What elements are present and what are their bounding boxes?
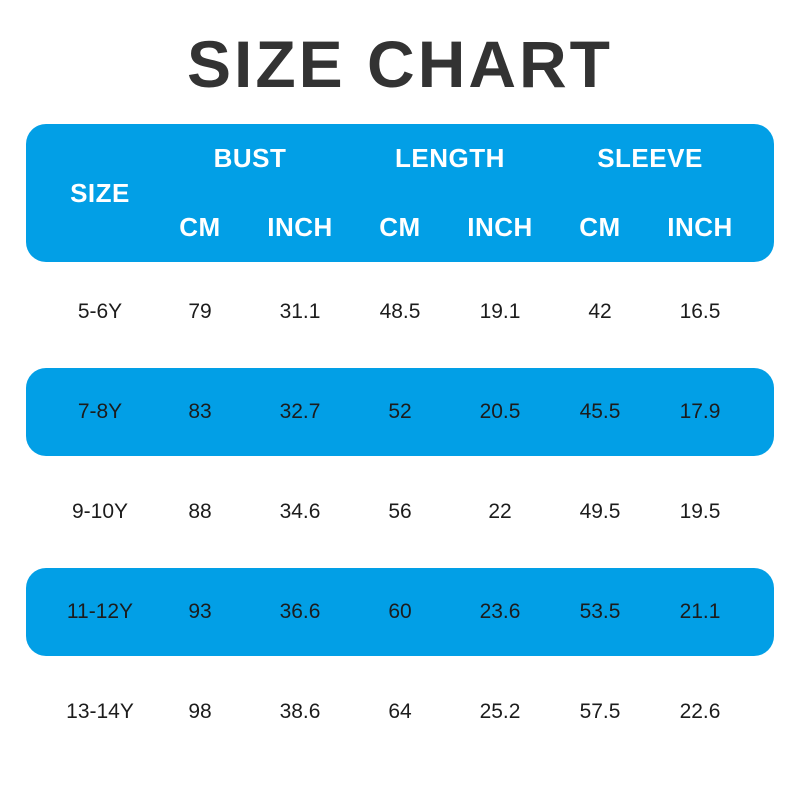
row-bust-inch: 32.7 — [279, 400, 321, 423]
row-size-label: 9-10Y — [71, 500, 129, 523]
header-unit-sleeve-cm: CM — [579, 212, 621, 242]
row-length-cm: 52 — [388, 400, 412, 423]
row-bust-cm: 88 — [188, 500, 212, 523]
header-group-length: LENGTH — [395, 143, 505, 173]
row-size-label: 11-12Y — [66, 600, 134, 623]
row-bust-inch: 38.6 — [279, 700, 321, 723]
page-title: SIZE CHART — [187, 27, 613, 101]
row-length-inch: 22 — [488, 500, 512, 523]
size-chart-table: SIZE BUST LENGTH SLEEVE CM INCH CM INCH … — [26, 124, 774, 762]
row-sleeve-cm: 57.5 — [579, 700, 621, 723]
header-unit-bust-cm: CM — [179, 212, 221, 242]
row-bust-inch: 34.6 — [279, 500, 321, 523]
row-sleeve-inch: 21.1 — [679, 600, 721, 623]
table-row: 7-8Y 83 32.7 52 20.5 45.5 17.9 — [26, 368, 774, 456]
row-length-inch: 23.6 — [479, 600, 521, 623]
row-sleeve-cm: 53.5 — [579, 600, 621, 623]
table-row: 13-14Y 98 38.6 64 25.2 57.5 22.6 — [26, 662, 774, 762]
row-bust-cm: 93 — [188, 600, 212, 623]
header-group-sleeve: SLEEVE — [597, 143, 703, 173]
header-unit-sleeve-inch: INCH — [667, 212, 733, 242]
row-length-inch: 25.2 — [479, 700, 521, 723]
row-sleeve-cm: 42 — [588, 300, 612, 323]
row-sleeve-cm: 45.5 — [579, 400, 621, 423]
row-sleeve-inch: 16.5 — [679, 300, 721, 323]
row-bust-cm: 79 — [188, 300, 212, 323]
row-length-cm: 48.5 — [379, 300, 421, 323]
row-bust-inch: 31.1 — [279, 300, 321, 323]
row-length-cm: 56 — [388, 500, 412, 523]
table-header: SIZE BUST LENGTH SLEEVE CM INCH CM INCH … — [26, 124, 774, 262]
row-length-cm: 60 — [388, 600, 412, 623]
table-row: 11-12Y 93 36.6 60 23.6 53.5 21.1 — [26, 568, 774, 656]
row-length-cm: 64 — [388, 700, 412, 723]
header-unit-length-inch: INCH — [467, 212, 533, 242]
table-row: 5-6Y 79 31.1 48.5 19.1 42 16.5 — [26, 262, 774, 362]
header-group-bust: BUST — [213, 143, 287, 173]
row-sleeve-inch: 19.5 — [679, 500, 721, 523]
header-size: SIZE — [70, 177, 130, 208]
row-bust-cm: 83 — [188, 400, 212, 423]
row-sleeve-inch: 17.9 — [679, 400, 721, 423]
row-length-inch: 19.1 — [479, 300, 521, 323]
row-length-inch: 20.5 — [479, 400, 521, 423]
row-bust-cm: 98 — [188, 700, 212, 723]
row-size-label: 13-14Y — [66, 700, 134, 723]
row-bust-inch: 36.6 — [279, 600, 321, 623]
table-row: 9-10Y 88 34.6 56 22 49.5 19.5 — [26, 462, 774, 562]
row-size-label: 5-6Y — [77, 300, 123, 323]
row-size-label: 7-8Y — [77, 400, 123, 423]
header-unit-length-cm: CM — [379, 212, 421, 242]
header-unit-bust-inch: INCH — [267, 212, 333, 242]
row-sleeve-cm: 49.5 — [579, 500, 621, 523]
row-sleeve-inch: 22.6 — [679, 700, 721, 723]
